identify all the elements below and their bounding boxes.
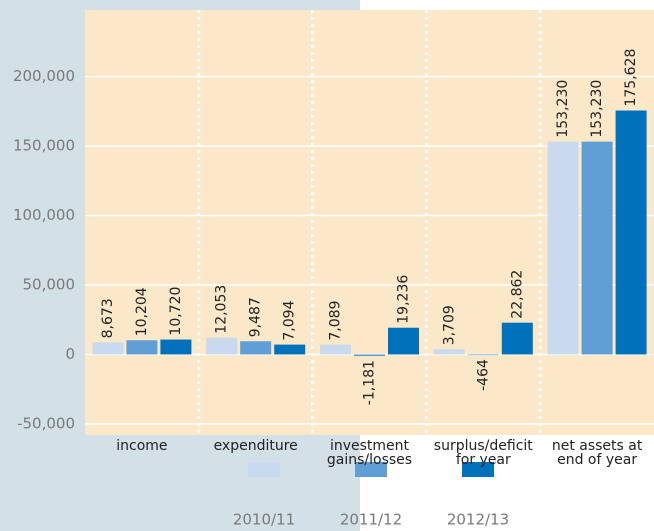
y-tick-label: 0 — [65, 345, 75, 363]
x-tick-label: surplus/deficit for year — [433, 438, 533, 468]
data-label: 12,053 — [214, 285, 230, 334]
data-label: 22,862 — [509, 270, 525, 319]
y-tick-label: -50,000 — [17, 414, 75, 432]
data-label: -464 — [475, 359, 491, 391]
x-tick-label: expenditure — [213, 438, 298, 454]
legend-swatch — [462, 462, 494, 477]
data-label: 7,089 — [328, 301, 344, 341]
bar — [240, 341, 272, 355]
bar — [547, 141, 579, 355]
bar — [92, 342, 124, 355]
data-label: 175,628 — [623, 49, 639, 107]
y-tick-label: 150,000 — [13, 137, 75, 155]
bar — [388, 327, 419, 355]
data-label: 153,230 — [555, 80, 571, 138]
data-label: 10,720 — [168, 287, 184, 336]
x-tick-label: income — [116, 438, 168, 454]
y-tick-label: 200,000 — [13, 67, 75, 85]
bar — [320, 344, 351, 355]
data-label: 10,204 — [134, 287, 150, 336]
bar — [467, 354, 499, 356]
bar — [126, 340, 158, 355]
bar — [206, 337, 238, 355]
bar — [433, 349, 465, 355]
legend-swatch — [355, 462, 387, 477]
x-tick-label: net assets at end of year — [551, 438, 643, 468]
bar — [354, 354, 385, 357]
bar — [581, 141, 613, 355]
y-tick-label: 100,000 — [13, 206, 75, 224]
bar — [501, 322, 533, 355]
data-label: 153,230 — [589, 80, 605, 138]
data-label: 9,487 — [248, 297, 264, 337]
bar — [615, 110, 647, 355]
data-label: -1,181 — [362, 360, 378, 405]
data-label: 7,094 — [282, 300, 298, 340]
data-label: 3,709 — [441, 305, 457, 345]
bar — [274, 344, 306, 355]
x-tick-label: investment gains/losses — [326, 438, 413, 468]
legend-swatch — [248, 462, 280, 477]
legend-label: 2011/12 — [340, 511, 402, 529]
y-tick-label: 50,000 — [23, 276, 76, 294]
data-label: 19,236 — [396, 275, 412, 324]
bar — [160, 339, 192, 355]
legend-label: 2012/13 — [447, 511, 509, 529]
legend-label: 2010/11 — [233, 511, 295, 529]
data-label: 8,673 — [100, 298, 116, 338]
